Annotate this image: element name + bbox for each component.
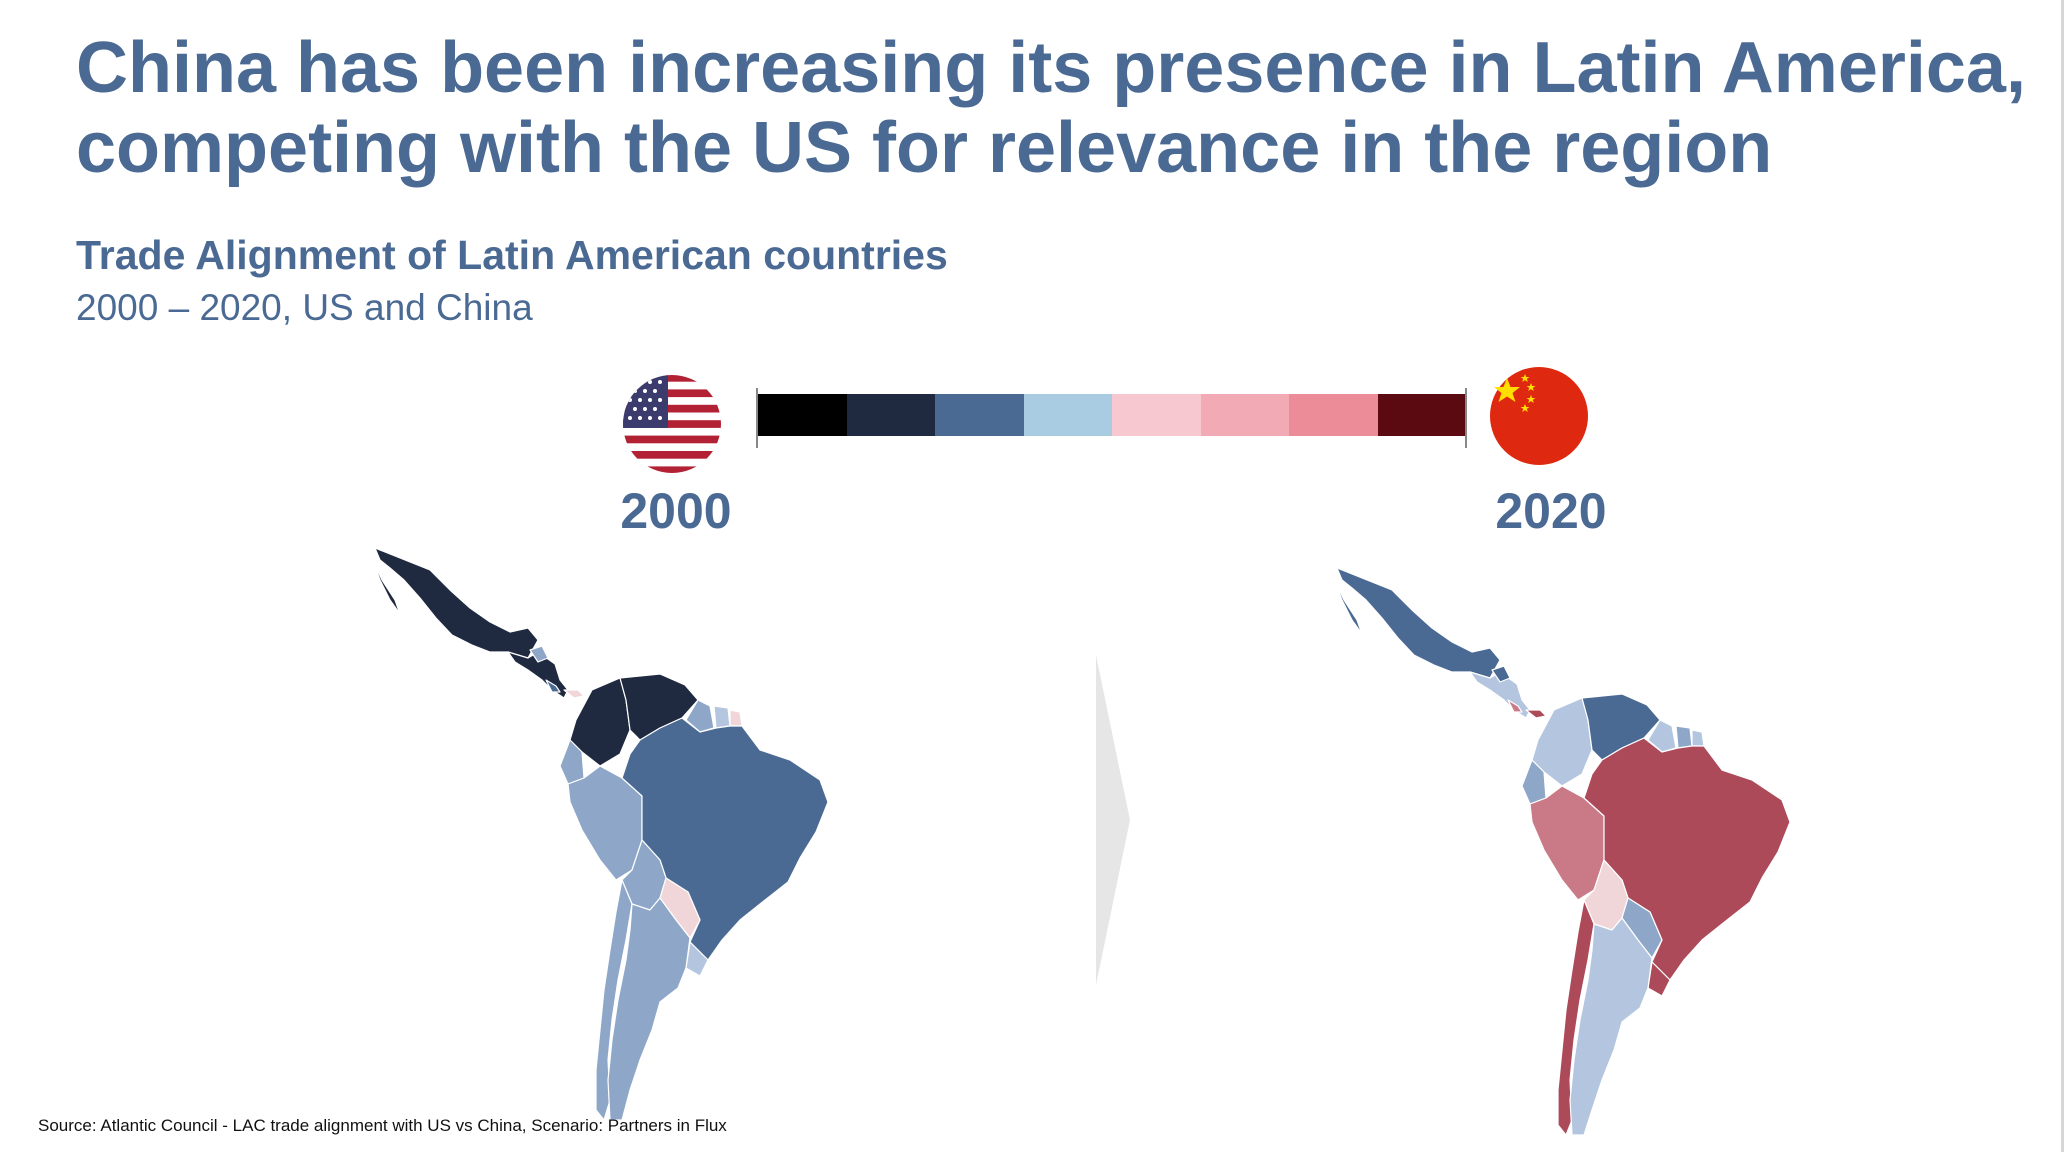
transition-arrow-icon — [1096, 655, 1130, 985]
chart-period: 2000 – 2020, US and China — [76, 287, 533, 328]
legend-right-tick — [1465, 388, 1467, 448]
french-guiana-2000 — [729, 709, 743, 727]
costa-rica-2020 — [1507, 699, 1523, 713]
source-note: Source: Atlantic Council - LAC trade ali… — [38, 1116, 727, 1135]
china-flag-icon — [1490, 367, 1588, 465]
legend-swatch-4 — [1023, 394, 1112, 436]
peru-2020 — [1529, 785, 1605, 901]
chile-2020 — [1557, 899, 1595, 1136]
page-title: China has been increasing its presence i… — [76, 28, 2056, 188]
title-line-1: China has been increasing its presence i… — [76, 28, 2026, 108]
title-line-2: competing with the US for relevance in t… — [76, 108, 1773, 188]
suriname-2020 — [1675, 725, 1693, 749]
legend-swatch-8 — [1377, 394, 1466, 436]
costa-rica-2000 — [545, 679, 561, 693]
guatemala-2000 — [529, 645, 549, 663]
map-2020 — [1333, 567, 1791, 1136]
mexico-2000 — [371, 547, 539, 659]
argentina-2020 — [1569, 917, 1653, 1136]
year-label-2000: 2000 — [620, 483, 732, 539]
legend-swatch-7 — [1289, 394, 1378, 436]
legend-swatch-3 — [935, 394, 1024, 436]
year-label-2020: 2020 — [1495, 483, 1607, 539]
panama-2000 — [563, 689, 585, 699]
chart-subtitle: Trade Alignment of Latin American countr… — [76, 232, 948, 278]
french-guiana-2020 — [1691, 729, 1705, 747]
legend-swatch-6 — [1200, 394, 1289, 436]
page-edge-rule — [2061, 0, 2064, 1152]
mexico-2020 — [1333, 567, 1501, 679]
guatemala-2020 — [1491, 665, 1511, 683]
chile-2000 — [595, 879, 633, 1121]
argentina-2000 — [607, 897, 691, 1121]
legend-swatch-5 — [1112, 394, 1201, 436]
legend-swatch-1 — [758, 394, 847, 436]
legend-left-tick — [756, 388, 758, 448]
alignment-color-scale — [758, 394, 1466, 436]
panama-2020 — [1525, 709, 1547, 719]
legend-swatch-2 — [846, 394, 935, 436]
us-flag-icon — [623, 375, 721, 473]
suriname-2000 — [713, 705, 731, 729]
peru-2000 — [567, 765, 643, 881]
map-2000 — [371, 547, 829, 1121]
